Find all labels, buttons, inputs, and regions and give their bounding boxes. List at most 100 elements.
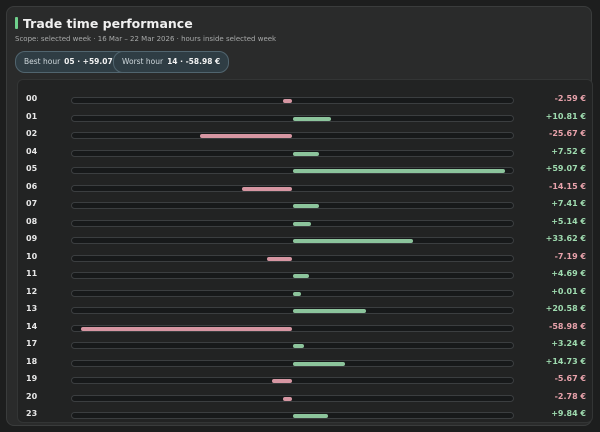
hour-label: 17 [26,339,38,348]
hour-row: 02 -25.67 € [18,126,592,143]
bar-track [71,149,514,157]
hour-label: 02 [26,129,38,138]
value-label: -7.19 € [554,251,586,261]
bar-track [71,219,514,227]
pnl-bar [200,134,293,138]
scope: Scope: selected week · 16 Mar – 22 Mar 2… [15,35,277,43]
hour-row: 09 +33.62 € [18,231,592,248]
hour-row: 14 -58.98 € [18,319,592,336]
hour-row: 12 +0.01 € [18,284,592,301]
pill-value: 05 · +59.07 € [64,57,121,66]
hour-row: 17 +3.24 € [18,336,592,353]
pnl-bar [292,361,346,366]
hours-panel: 00 -2.59 € 01 +10.81 € 02 -25.67 € 04 +7.52 € 05… [17,79,593,423]
value-label: +20.58 € [545,304,586,313]
pnl-bar [292,169,505,173]
pnl-bar [292,344,305,348]
hour-label: 08 [26,216,38,226]
hour-row: 10 -7.19 € [18,249,592,266]
hour-label: 12 [26,286,38,296]
bar-track [71,254,514,262]
bar-track [71,324,514,332]
hour-label: 13 [26,304,38,313]
hour-label: 04 [26,146,38,156]
value-label: +4.69 € [551,269,586,278]
hour-row: 04 +7.52 € [18,144,592,161]
bar-track [71,359,514,367]
bar-track [71,412,514,419]
hour-row: 18 +14.73 € [18,354,592,371]
pnl-bar [292,151,320,156]
bar-track [71,289,514,297]
value-label: +5.14 € [551,216,586,226]
bar-track [71,114,514,122]
hour-label: 20 [26,391,38,401]
value-label: -2.78 € [554,391,586,401]
hour-row: 00 -2.59 € [18,91,592,108]
value-label: +33.62 € [545,234,586,243]
title: Trade time performance [23,16,193,31]
bar-track [71,184,514,192]
hour-label: 14 [26,321,38,331]
value-label: +7.41 € [551,199,586,208]
pnl-bar [283,99,293,103]
hour-row: 23 +9.84 € [18,406,592,423]
pill-label: Worst hour [122,57,164,66]
bar-track [71,394,514,402]
pnl-bar [292,239,414,243]
hour-label: 11 [26,269,38,278]
pnl-bar [292,204,320,208]
hour-row: 11 +4.69 € [18,266,592,283]
value-label: -14.15 € [549,181,586,191]
hour-label: 01 [26,111,38,121]
hour-label: 09 [26,234,38,243]
hour-label: 07 [26,199,38,208]
value-label: +7.52 € [551,146,586,156]
pill-value: 14 · -58.98 € [167,57,221,66]
pnl-bar [282,396,293,401]
worst-hour-pill[interactable]: Worst hour 14 · -58.98 € [113,51,230,73]
best-hour-pill[interactable]: Best hour 05 · +59.07 € [15,51,130,73]
hour-row: 06 -14.15 € [18,179,592,196]
bar-track [71,132,514,139]
pnl-bar [292,291,301,296]
value-label: +9.84 € [551,409,586,418]
value-label: +3.24 € [551,339,586,348]
hour-label: 10 [26,251,38,261]
pnl-bar [80,326,293,331]
hour-row: 05 +59.07 € [18,161,592,178]
hour-label: 06 [26,181,38,191]
bar-track [71,97,514,104]
hour-row: 20 -2.78 € [18,389,592,406]
pnl-bar [292,221,311,226]
hour-label: 23 [26,409,38,418]
value-label: -58.98 € [549,321,586,331]
value-label: -25.67 € [549,129,586,138]
pnl-bar [292,414,328,418]
pill-label: Best hour [24,57,61,66]
value-label: +14.73 € [545,356,586,366]
hour-label: 18 [26,356,38,366]
bar-track [71,237,514,244]
bar-track [71,202,514,209]
hour-row: 19 -5.67 € [18,371,592,388]
hour-row: 01 +10.81 € [18,109,592,126]
hour-row: 08 +5.14 € [18,214,592,231]
bar-track [71,377,514,384]
value-label: -2.59 € [554,94,586,103]
pnl-bar [292,116,332,121]
hour-label: 05 [26,164,38,173]
bar-track [71,167,514,174]
pnl-bar [292,274,310,278]
value-label: +59.07 € [545,164,586,173]
value-label: +0.01 € [551,286,586,296]
title-icon [15,17,18,29]
pnl-bar [241,186,293,191]
pnl-bar [292,309,367,313]
value-label: +10.81 € [545,111,586,121]
hour-label: 00 [26,94,38,103]
bar-track [71,342,514,349]
value-label: -5.67 € [554,374,586,383]
hour-row: 07 +7.41 € [18,196,592,213]
pnl-bar [272,379,293,383]
